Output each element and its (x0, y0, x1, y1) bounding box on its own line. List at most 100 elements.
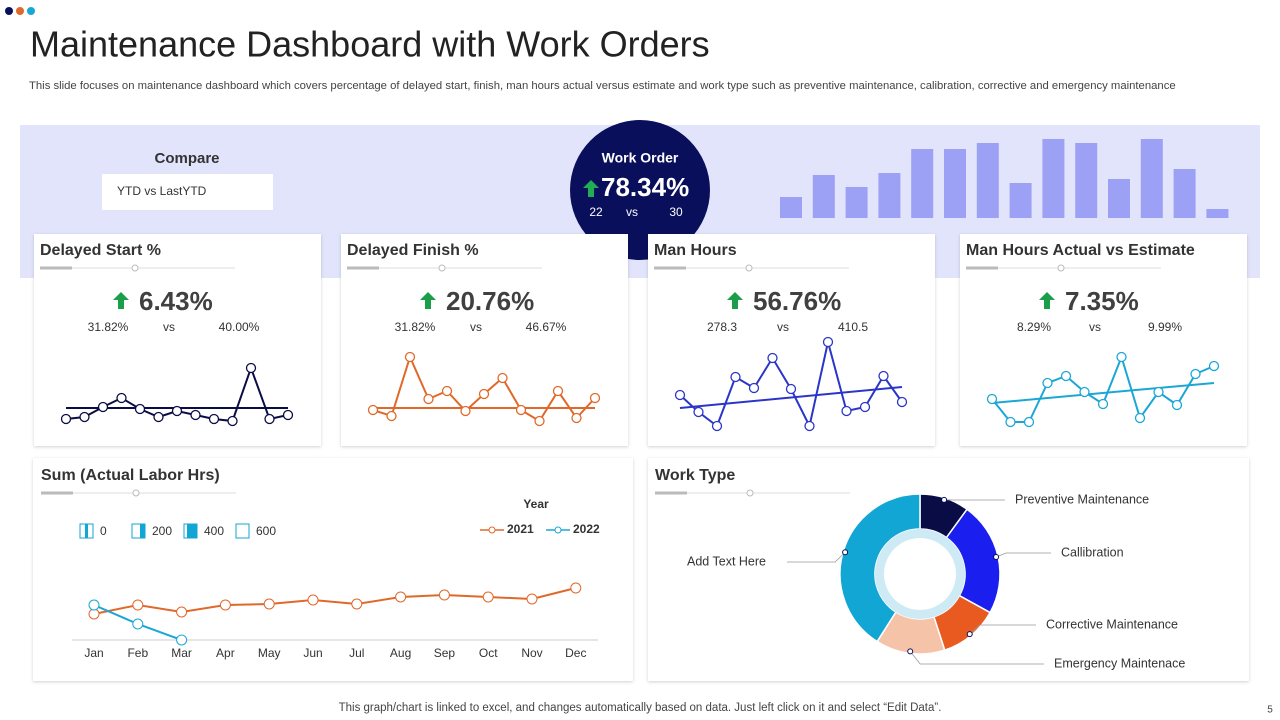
legend-label: 2021 (507, 522, 534, 536)
kpi-vs: vs (163, 320, 175, 334)
x-tick-label: Nov (521, 646, 542, 660)
logo-dot (5, 7, 13, 15)
x-tick-label: Dec (565, 646, 586, 660)
point (351, 598, 363, 610)
bar (1108, 179, 1130, 218)
x-tick-label: Jan (84, 646, 103, 660)
point (153, 411, 164, 423)
x-tick-label: Aug (390, 646, 411, 660)
kpi-actual: 31.82% (88, 320, 129, 334)
point (693, 406, 704, 418)
work-order-change: 78.34% (601, 172, 689, 202)
point (804, 420, 815, 432)
bar (1009, 183, 1032, 218)
point (134, 403, 146, 415)
kpi-card (648, 234, 935, 446)
kpi-vs: vs (1089, 320, 1101, 334)
point (386, 410, 397, 422)
series-line (93, 587, 577, 615)
point (245, 362, 257, 374)
x-tick-label: Jul (349, 646, 364, 660)
leader-line (995, 552, 1051, 558)
up-arrow (1039, 292, 1055, 309)
logo-dot (16, 7, 24, 15)
point (1023, 416, 1035, 428)
kpi-change: 56.76% (753, 286, 841, 316)
bar (1173, 169, 1196, 218)
point (1005, 416, 1016, 428)
compare-box[interactable] (102, 174, 273, 210)
leader-dot (966, 631, 973, 638)
up-arrow (583, 180, 599, 197)
compare-label: Compare (154, 150, 219, 167)
logo-dot (27, 7, 35, 15)
chart-title: Work Type (655, 467, 735, 484)
kpi-vs: vs (470, 320, 482, 334)
point (674, 389, 686, 401)
point (589, 392, 601, 404)
page-title: Maintenance Dashboard with Work Orders (30, 24, 710, 65)
kpi-target: 40.00% (219, 320, 260, 334)
point (1153, 386, 1164, 398)
point (552, 385, 564, 397)
x-tick-label: Mar (171, 646, 192, 660)
work-order-actual: 22 (589, 205, 603, 219)
point (367, 404, 379, 416)
kpi-title: Delayed Finish % (347, 242, 479, 259)
point (986, 393, 998, 405)
bar (976, 143, 999, 218)
legend-label: 2022 (573, 522, 600, 536)
point (219, 599, 231, 611)
scale-legend-fill (187, 524, 197, 538)
kpi-change: 7.35% (1065, 286, 1139, 316)
point (526, 593, 538, 605)
donut-label: Emergency Maintenace (1054, 656, 1185, 670)
footer-note: This graph/chart is linked to excel, and… (339, 702, 942, 714)
leader-line (969, 624, 1036, 635)
point (1171, 399, 1183, 411)
point (190, 409, 201, 421)
kpi-target: 410.5 (838, 320, 868, 334)
point (1060, 370, 1072, 382)
point (711, 420, 723, 432)
point (1097, 398, 1109, 410)
point (264, 413, 275, 425)
x-tick-label: Oct (479, 646, 498, 660)
point (1116, 351, 1127, 363)
point (88, 599, 100, 611)
work-order-title: Work Order (602, 150, 679, 166)
point (460, 405, 471, 417)
donut-hole (884, 538, 956, 610)
leader-dot (907, 648, 914, 655)
point (423, 393, 434, 405)
point (132, 599, 144, 611)
title-rule-knob (1057, 264, 1065, 272)
point (482, 591, 494, 603)
point (1042, 377, 1053, 389)
point (263, 598, 275, 610)
title-rule-knob (746, 489, 754, 497)
kpi-title: Man Hours (654, 242, 737, 259)
bar (878, 173, 901, 218)
bar (1140, 139, 1163, 218)
donut-label: Add Text Here (687, 554, 766, 568)
page-subtitle: This slide focuses on maintenance dashbo… (29, 80, 1176, 92)
kpi-card (960, 234, 1247, 446)
compare-value[interactable]: YTD vs LastYTD (117, 184, 207, 198)
up-arrow (727, 292, 743, 309)
title-rule-knob (745, 264, 753, 272)
point (132, 618, 144, 630)
scale-legend-label: 0 (100, 524, 107, 538)
legend-title: Year (523, 497, 549, 511)
leader-line (787, 551, 846, 563)
point (282, 409, 294, 421)
bar (911, 149, 934, 218)
kpi-change: 6.43% (139, 286, 213, 316)
point (395, 591, 407, 603)
point (1190, 368, 1201, 380)
kpi-actual: 8.29% (1017, 320, 1051, 334)
point (208, 413, 220, 425)
point (176, 606, 188, 618)
trend-line (991, 382, 1215, 404)
legend-swatch-dot (554, 526, 562, 534)
